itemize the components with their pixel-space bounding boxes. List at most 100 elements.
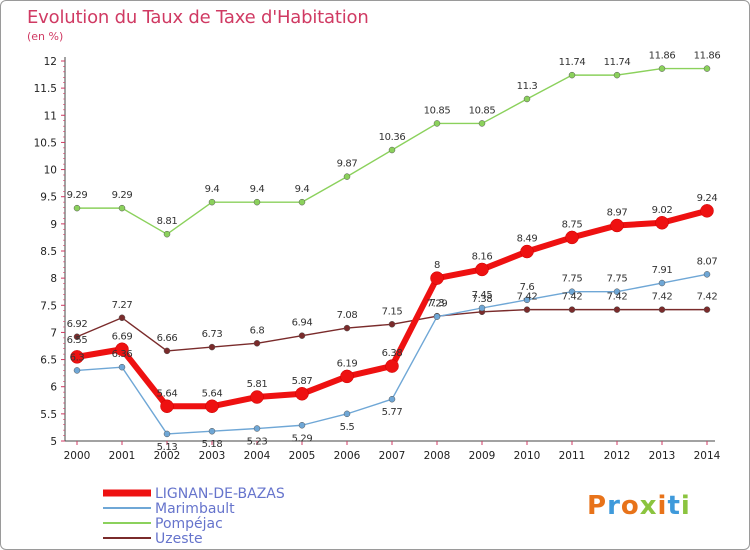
y-tick-label: 6 <box>50 382 57 394</box>
data-point <box>295 387 309 401</box>
data-point <box>433 120 441 127</box>
x-tick-label: 2002 <box>154 450 181 462</box>
data-label: 11.86 <box>694 51 721 62</box>
data-point <box>73 367 81 374</box>
data-point <box>73 204 81 212</box>
data-label: 5.18 <box>202 439 223 450</box>
x-tick-label: 2010 <box>514 450 541 462</box>
data-label: 7.42 <box>697 292 718 303</box>
data-label: 5.87 <box>292 376 313 387</box>
data-point <box>388 395 396 403</box>
y-tick-label: 8.5 <box>40 246 57 258</box>
data-label: 7.91 <box>652 265 673 276</box>
y-tick-label: 7.5 <box>40 300 57 312</box>
data-label: 7.42 <box>652 292 673 303</box>
data-point <box>658 306 666 313</box>
data-point <box>73 333 81 341</box>
data-label: 7.75 <box>607 274 628 285</box>
y-tick-label: 5.5 <box>40 409 57 421</box>
data-point <box>658 279 666 287</box>
data-label: 7.27 <box>112 300 133 311</box>
legend-label: Marimbault <box>155 501 235 517</box>
data-labels: 9.29 9.29 8.81 9.4 9.4 9.4 9.87 10.36 10.85 10.85… <box>67 51 721 453</box>
data-point <box>253 425 261 432</box>
data-point <box>70 350 84 364</box>
data-point <box>205 399 219 414</box>
data-label: 6.36 <box>112 349 133 360</box>
data-label: 7.42 <box>562 292 583 303</box>
data-point <box>163 347 171 355</box>
data-label: 10.36 <box>379 132 406 143</box>
axes: 5 5.5 6 6.5 7 7.5 8 8.5 9 9.5 10 10.5 11 11.5 12 2000 20… <box>34 56 721 462</box>
logo-letter: t <box>667 491 681 521</box>
data-label: 5.29 <box>292 433 313 444</box>
data-label: 6.3 <box>70 352 85 363</box>
y-tick-label: 5 <box>50 436 57 448</box>
data-label: 8 <box>434 260 440 271</box>
data-point <box>343 410 351 418</box>
data-label: 9.4 <box>250 184 265 195</box>
x-tick-label: 2000 <box>64 450 91 462</box>
data-point <box>388 146 396 154</box>
data-point <box>385 359 399 373</box>
data-point <box>430 271 444 285</box>
data-point <box>523 95 531 103</box>
y-tick-label: 6.5 <box>40 355 57 367</box>
data-point <box>160 399 174 414</box>
data-point <box>565 230 579 245</box>
data-label: 6.55 <box>67 335 88 346</box>
data-point <box>613 71 621 79</box>
y-tick-label: 10 <box>44 165 57 177</box>
data-label: 7.29 <box>427 299 448 310</box>
data-point <box>298 332 306 339</box>
data-label: 11.3 <box>517 81 538 92</box>
x-tick-label: 2011 <box>559 450 586 462</box>
logo-letter: r <box>607 491 621 521</box>
data-point <box>340 369 354 384</box>
data-point <box>118 314 126 322</box>
data-point <box>253 340 261 347</box>
x-tick-label: 2014 <box>694 450 721 462</box>
data-point <box>613 306 621 313</box>
data-label: 8.75 <box>562 219 583 230</box>
data-label: 5.77 <box>382 407 403 418</box>
data-point <box>568 306 576 313</box>
y-tick-label: 11 <box>44 110 57 122</box>
data-label: 7.45 <box>472 290 493 301</box>
logo-letter: P <box>587 491 608 521</box>
data-label: 9.29 <box>112 190 133 201</box>
data-point <box>433 313 441 320</box>
data-point <box>478 304 486 312</box>
data-label: 11.74 <box>604 57 631 68</box>
data-label: 9.87 <box>337 159 358 170</box>
data-point <box>568 71 576 79</box>
legend-label: Uzeste <box>155 531 203 547</box>
x-tick-label: 2006 <box>334 450 361 462</box>
proxiti-logo: Proxiti <box>587 491 691 521</box>
data-label: 6.73 <box>202 329 223 340</box>
data-point <box>520 244 534 259</box>
data-label: 6.66 <box>157 333 178 344</box>
y-tick-label: 7 <box>50 327 57 339</box>
data-label: 8.07 <box>697 256 718 267</box>
data-point <box>118 363 126 371</box>
y-tick-label: 11.5 <box>34 83 57 95</box>
y-tick-label: 8 <box>50 273 57 285</box>
data-label: 7.42 <box>607 292 628 303</box>
data-label: 5.64 <box>157 388 178 399</box>
data-label: 7.6 <box>520 282 535 293</box>
x-tick-label: 2003 <box>199 450 226 462</box>
data-label: 6.92 <box>67 319 88 330</box>
data-label: 7.42 <box>517 292 538 303</box>
y-tick-label: 10.5 <box>34 137 57 149</box>
legend-label: LIGNAN-DE-BAZAS <box>155 486 285 502</box>
data-label: 6.38 <box>382 348 403 359</box>
data-point <box>523 296 531 304</box>
data-point <box>658 65 666 72</box>
data-point <box>115 342 129 357</box>
data-point <box>118 204 126 212</box>
data-label: 9.4 <box>295 184 310 195</box>
y-tick-label: 9.5 <box>40 192 57 204</box>
data-point <box>208 427 216 435</box>
